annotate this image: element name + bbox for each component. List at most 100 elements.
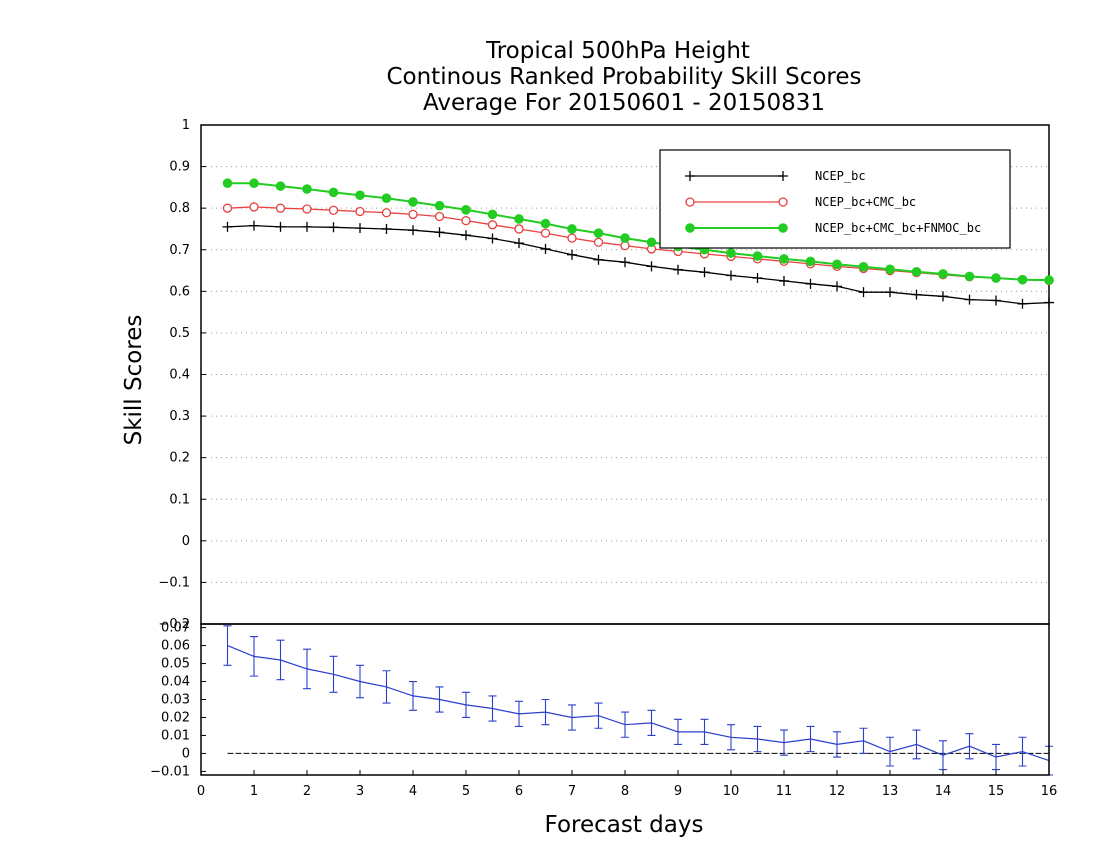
- top-y-tick-label: 0.5: [169, 326, 190, 341]
- series-1-point: [858, 287, 869, 298]
- legend-label: NCEP_bc+CMC_bc+FNMOC_bc: [815, 221, 981, 235]
- legend-marker: [778, 171, 788, 181]
- legend-box: [659, 149, 1011, 249]
- series-3-point: [328, 187, 339, 198]
- x-tick-label: 0: [197, 784, 205, 799]
- series-3-point: [381, 193, 392, 203]
- error-bar: [488, 695, 497, 722]
- series-3-point: [249, 178, 259, 189]
- series-1-point: [885, 287, 895, 298]
- series-1-point: [646, 261, 657, 272]
- x-tick-label: 12: [829, 784, 846, 799]
- x-tick-label: 8: [621, 784, 629, 799]
- error-bar: [515, 700, 523, 728]
- top-y-tick-label: 0.4: [169, 368, 190, 383]
- chart-title-line-3: Average For 20150601 - 20150831: [423, 90, 825, 116]
- series-2-point: [461, 215, 471, 226]
- error-bar: [462, 691, 470, 719]
- series-3-point: [275, 181, 286, 191]
- series-1-point: [567, 249, 577, 260]
- error-bar: [780, 729, 788, 756]
- series-1-point: [964, 294, 975, 305]
- top-y-tick-label: 0.9: [169, 160, 190, 175]
- x-tick-label: 5: [462, 784, 470, 799]
- bottom-y-tick-label: 0.05: [161, 657, 190, 672]
- error-bar: [647, 709, 656, 737]
- error-bar: [912, 729, 921, 760]
- series-3-point: [938, 269, 948, 279]
- error-bar: [382, 670, 391, 704]
- error-bar: [409, 680, 417, 711]
- error-bar: [276, 639, 285, 681]
- series-2-point: [593, 237, 604, 247]
- series-2-point: [249, 202, 259, 212]
- top-y-tick-label: 0.3: [169, 409, 190, 424]
- chart-title-line-1: Tropical 500hPa Height: [485, 38, 750, 64]
- series-2-point: [408, 209, 418, 220]
- series-3-point: [779, 254, 789, 264]
- series-3-point: [514, 214, 524, 224]
- series-1-point: [408, 225, 418, 236]
- x-tick-label: 9: [674, 784, 682, 799]
- x-tick-label: 15: [988, 784, 1005, 799]
- series-1-point: [302, 221, 312, 232]
- series-1-point: [593, 254, 604, 265]
- legend-marker: [778, 197, 788, 207]
- series-1-point: [249, 220, 259, 231]
- series-1-point: [938, 291, 948, 302]
- bottom-plot-frame: [200, 623, 1050, 776]
- x-tick-label: 3: [356, 784, 364, 799]
- series-2-point: [275, 203, 286, 213]
- series-1-point: [461, 230, 471, 241]
- series-1-point: [434, 227, 445, 238]
- series-3-point: [1017, 274, 1028, 285]
- series-1-point: [620, 257, 630, 268]
- bottom-y-tick-label: 0.07: [161, 621, 190, 636]
- series-2-point: [540, 228, 551, 238]
- top-y-tick-label: 0.1: [169, 492, 190, 507]
- series-3-point: [567, 224, 577, 234]
- error-bar: [833, 731, 841, 758]
- series-1-point: [1044, 297, 1054, 308]
- series-3-point: [752, 251, 763, 261]
- series-1-point: [779, 275, 789, 286]
- x-tick-label: 16: [1041, 784, 1058, 799]
- top-y-tick-label: −0.1: [158, 575, 190, 590]
- bottom-y-tick-label: 0.01: [161, 728, 190, 743]
- x-tick-label: 14: [935, 784, 952, 799]
- error-bar: [594, 702, 603, 729]
- series-3-point: [355, 190, 365, 201]
- series-3-point: [832, 259, 842, 270]
- bottom-y-tick-label: 0.04: [161, 675, 190, 690]
- error-bar: [806, 725, 815, 753]
- error-bar: [674, 718, 682, 745]
- bottom-y-tick-label: 0.06: [161, 639, 190, 654]
- series-1-point: [726, 270, 736, 281]
- series-3-point: [911, 266, 922, 277]
- series-1-point: [487, 233, 498, 244]
- top-y-tick-label: 0.7: [169, 243, 190, 258]
- x-tick-label: 10: [723, 784, 740, 799]
- error-bar: [541, 698, 550, 726]
- series-2-point: [222, 203, 233, 213]
- series-1-point: [991, 295, 1001, 306]
- bottom-y-tick-label: −0.01: [150, 764, 190, 779]
- series-3-point: [461, 205, 471, 215]
- series-3-point: [408, 197, 418, 207]
- error-bar: [356, 664, 364, 699]
- error-bar: [303, 648, 311, 690]
- series-1-point: [673, 264, 683, 275]
- series-3-point: [858, 261, 869, 272]
- panel-boundary-tick-label: −0.2: [158, 617, 190, 632]
- legend-marker: [685, 197, 695, 207]
- series-1-point: [911, 289, 922, 300]
- series-1-point: [222, 221, 233, 232]
- chart-title-line-2: Continous Ranked Probability Skill Score…: [386, 64, 861, 90]
- top-y-tick-label: 0.2: [169, 451, 190, 466]
- series-2-point: [567, 233, 577, 243]
- series-1-point: [1017, 298, 1028, 309]
- legend-label: NCEP_bc+CMC_bc: [815, 195, 916, 209]
- legend: NCEP_bc NCEP_bc+CMC_bc NCEP_bc+CMC_bc+FNMO…: [659, 149, 1011, 249]
- difference-line: [227, 645, 1050, 762]
